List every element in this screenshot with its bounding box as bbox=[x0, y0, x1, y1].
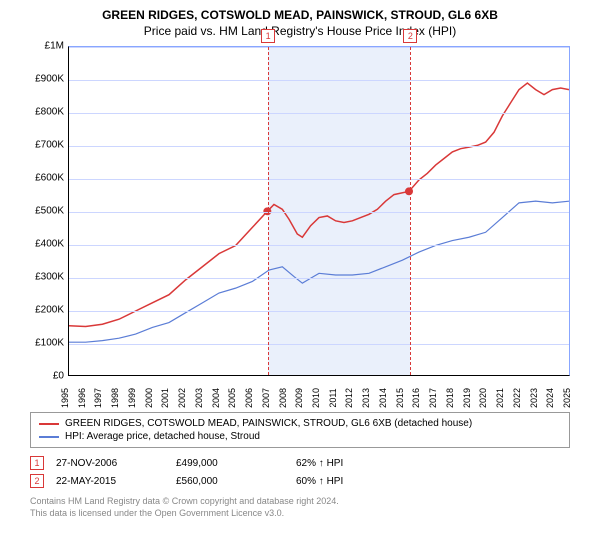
xtick-label: 2006 bbox=[244, 388, 260, 408]
xtick-label: 1995 bbox=[60, 388, 76, 408]
ytick-label: £1M bbox=[30, 41, 68, 52]
gridline bbox=[69, 344, 569, 345]
xtick-label: 2017 bbox=[428, 388, 444, 408]
gridline bbox=[69, 146, 569, 147]
marker-line bbox=[268, 47, 269, 375]
marker-dot bbox=[405, 187, 413, 195]
gridline bbox=[69, 245, 569, 246]
xtick-label: 2022 bbox=[512, 388, 528, 408]
marker-line bbox=[410, 47, 411, 375]
sale-price: £499,000 bbox=[176, 458, 276, 469]
gridline bbox=[69, 113, 569, 114]
ytick-label: £400K bbox=[30, 239, 68, 250]
xtick-label: 2001 bbox=[160, 388, 176, 408]
xtick-label: 1996 bbox=[77, 388, 93, 408]
footer-line: This data is licensed under the Open Gov… bbox=[30, 508, 570, 520]
xtick-label: 2020 bbox=[478, 388, 494, 408]
xtick-label: 2015 bbox=[395, 388, 411, 408]
ytick-label: £600K bbox=[30, 173, 68, 184]
ytick-label: £700K bbox=[30, 140, 68, 151]
sale-price: £560,000 bbox=[176, 476, 276, 487]
xtick-label: 2009 bbox=[294, 388, 310, 408]
legend-swatch bbox=[39, 436, 59, 438]
xtick-label: 2010 bbox=[311, 388, 327, 408]
legend-label: GREEN RIDGES, COTSWOLD MEAD, PAINSWICK, … bbox=[65, 418, 472, 429]
plot-region: 12 bbox=[68, 46, 570, 376]
ytick-label: £900K bbox=[30, 74, 68, 85]
xtick-label: 2007 bbox=[261, 388, 277, 408]
xtick-label: 2013 bbox=[361, 388, 377, 408]
legend: GREEN RIDGES, COTSWOLD MEAD, PAINSWICK, … bbox=[30, 412, 570, 448]
xtick-label: 2018 bbox=[445, 388, 461, 408]
footer-attribution: Contains HM Land Registry data © Crown c… bbox=[30, 496, 570, 519]
xtick-label: 1998 bbox=[110, 388, 126, 408]
marker-box: 2 bbox=[403, 29, 417, 43]
gridline bbox=[69, 179, 569, 180]
xtick-label: 2004 bbox=[211, 388, 227, 408]
sale-date: 27-NOV-2006 bbox=[56, 458, 156, 469]
series-hpi bbox=[69, 201, 569, 342]
sale-ratio: 60% ↑ HPI bbox=[296, 476, 396, 487]
ytick-label: £100K bbox=[30, 338, 68, 349]
xtick-label: 2003 bbox=[194, 388, 210, 408]
ytick-label: £200K bbox=[30, 305, 68, 316]
gridline bbox=[69, 212, 569, 213]
sale-marker-box: 1 bbox=[30, 456, 44, 470]
xtick-label: 2002 bbox=[177, 388, 193, 408]
sale-ratio: 62% ↑ HPI bbox=[296, 458, 396, 469]
xtick-label: 2024 bbox=[545, 388, 561, 408]
xtick-label: 2008 bbox=[278, 388, 294, 408]
sales-table: 1 27-NOV-2006 £499,000 62% ↑ HPI 2 22-MAY-201… bbox=[30, 454, 570, 490]
xtick-label: 2021 bbox=[495, 388, 511, 408]
ytick-label: £0 bbox=[30, 371, 68, 382]
chart-area: 12 £0 £100K £200K £300K £400K £500K £600K £700K… bbox=[30, 46, 570, 406]
xtick-label: 2023 bbox=[529, 388, 545, 408]
xtick-label: 2012 bbox=[344, 388, 360, 408]
ytick-label: £500K bbox=[30, 206, 68, 217]
chart-lines bbox=[69, 47, 569, 375]
legend-row: HPI: Average price, detached house, Stro… bbox=[39, 430, 561, 443]
legend-row: GREEN RIDGES, COTSWOLD MEAD, PAINSWICK, … bbox=[39, 417, 561, 430]
xtick-label: 2014 bbox=[378, 388, 394, 408]
sale-row: 1 27-NOV-2006 £499,000 62% ↑ HPI bbox=[30, 454, 570, 472]
xtick-label: 2019 bbox=[462, 388, 478, 408]
xtick-label: 2005 bbox=[227, 388, 243, 408]
xtick-label: 2025 bbox=[562, 388, 578, 408]
marker-box: 1 bbox=[261, 29, 275, 43]
gridline bbox=[69, 47, 569, 48]
xtick-label: 2000 bbox=[144, 388, 160, 408]
ytick-label: £300K bbox=[30, 272, 68, 283]
legend-label: HPI: Average price, detached house, Stro… bbox=[65, 431, 260, 442]
gridline bbox=[69, 311, 569, 312]
xtick-label: 1997 bbox=[93, 388, 109, 408]
gridline bbox=[69, 278, 569, 279]
xtick-label: 2016 bbox=[411, 388, 427, 408]
series-property bbox=[69, 83, 569, 326]
chart-title: GREEN RIDGES, COTSWOLD MEAD, PAINSWICK, … bbox=[10, 8, 590, 22]
sale-date: 22-MAY-2015 bbox=[56, 476, 156, 487]
sale-marker-box: 2 bbox=[30, 474, 44, 488]
footer-line: Contains HM Land Registry data © Crown c… bbox=[30, 496, 570, 508]
gridline bbox=[69, 80, 569, 81]
legend-swatch bbox=[39, 423, 59, 425]
sale-row: 2 22-MAY-2015 £560,000 60% ↑ HPI bbox=[30, 472, 570, 490]
ytick-label: £800K bbox=[30, 107, 68, 118]
xtick-label: 2011 bbox=[328, 388, 344, 407]
chart-subtitle: Price paid vs. HM Land Registry's House … bbox=[10, 24, 590, 38]
xtick-label: 1999 bbox=[127, 388, 143, 408]
